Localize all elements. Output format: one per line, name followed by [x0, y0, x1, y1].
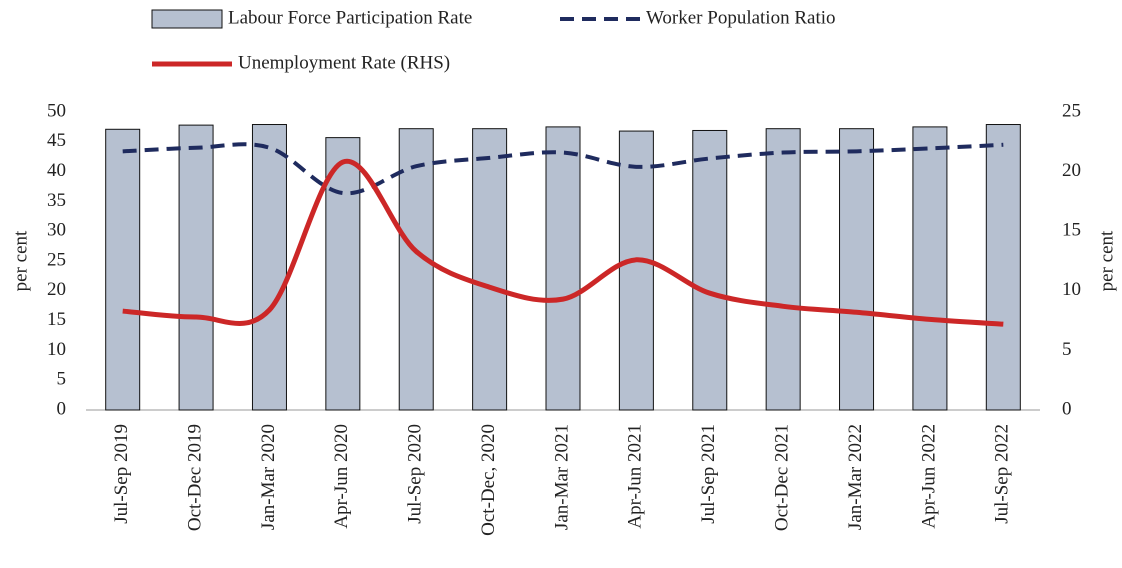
dashed-line: [122, 142, 1004, 196]
bar: [472, 128, 508, 411]
y-tick-label: 0: [57, 398, 67, 419]
y-tick-label: 20: [47, 279, 66, 300]
bar: [618, 130, 654, 411]
x-tick-label: Jul-Sep 2020: [405, 424, 426, 524]
y-tick-label: 15: [47, 309, 66, 330]
y-tick-label: 5: [57, 369, 67, 390]
x-tick-label: Apr-Jun 2022: [918, 424, 939, 529]
bar: [692, 129, 728, 411]
bar: [912, 126, 948, 411]
y-tick-label: 25: [47, 249, 66, 270]
x-tick-label: Oct-Dec, 2020: [478, 424, 499, 536]
x-tick-label: Jul-Sep 2021: [698, 424, 719, 524]
x-tick-label: Apr-Jun 2021: [625, 424, 646, 529]
y2-tick-label: 15: [1062, 220, 1081, 241]
y-tick-label: 40: [47, 160, 66, 181]
y2-tick-label: 0: [1062, 398, 1072, 419]
y-tick-label: 50: [47, 100, 66, 121]
y2-axis-label: per cent: [1096, 230, 1117, 291]
y2-tick-label: 10: [1062, 279, 1081, 300]
y2-tick-label: 20: [1062, 160, 1081, 181]
bar: [105, 128, 141, 411]
x-tick-label: Jul-Sep 2022: [992, 424, 1013, 524]
x-tick-label: Oct-Dec 2021: [772, 424, 793, 531]
x-tick-label: Jul-Sep 2019: [111, 424, 132, 524]
bar: [178, 124, 214, 411]
y-tick-label: 30: [47, 220, 66, 241]
bar: [839, 128, 875, 411]
y-tick-label: 10: [47, 339, 66, 360]
legend-label: Labour Force Participation Rate: [228, 7, 472, 28]
legend-label: Unemployment Rate (RHS): [238, 52, 450, 73]
y2-tick-label: 25: [1062, 100, 1081, 121]
x-tick-label: Oct-Dec 2019: [184, 424, 205, 531]
bar: [325, 137, 361, 411]
legend-label: Worker Population Ratio: [646, 7, 836, 28]
bar: [765, 128, 801, 411]
bar: [985, 124, 1021, 411]
x-tick-label: Apr-Jun 2020: [331, 424, 352, 529]
line: [122, 158, 1004, 327]
y-tick-label: 45: [47, 130, 66, 151]
y-axis-label: per cent: [10, 230, 31, 291]
y2-tick-label: 5: [1062, 339, 1072, 360]
x-tick-label: Jan-Mar 2020: [258, 424, 279, 530]
bar: [398, 128, 434, 411]
x-tick-label: Jan-Mar 2021: [551, 424, 572, 530]
bar: [251, 124, 287, 411]
y-tick-label: 35: [47, 190, 66, 211]
bar: [545, 126, 581, 411]
x-tick-label: Jan-Mar 2022: [845, 424, 866, 530]
legend-swatch: [151, 9, 223, 29]
